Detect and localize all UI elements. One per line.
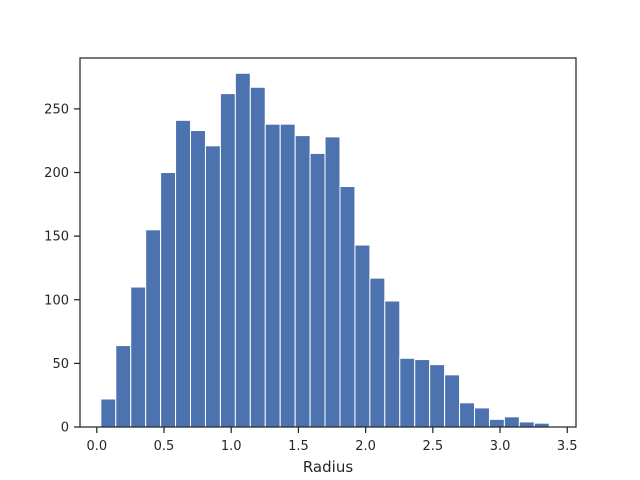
y-tick-label: 150	[44, 230, 69, 245]
histogram-bar	[503, 416, 520, 428]
histogram-bar	[459, 402, 476, 428]
histogram-bars	[100, 72, 550, 428]
histogram-bar	[279, 123, 296, 428]
histogram-bar	[219, 93, 236, 428]
histogram-bar	[488, 418, 505, 428]
histogram-bar	[204, 145, 221, 428]
histogram-bar	[339, 186, 356, 428]
x-tick-label: 0.5	[154, 439, 175, 454]
histogram-bar	[115, 345, 132, 428]
histogram-bar	[384, 300, 401, 428]
histogram-bar	[130, 286, 147, 428]
y-axis-ticks: 0 50 100 150 200 250	[44, 102, 80, 436]
histogram-bar	[399, 357, 416, 428]
histogram-bar	[294, 135, 311, 428]
x-tick-label: 3.5	[557, 439, 578, 454]
histogram-bar	[190, 130, 206, 428]
histogram-bar	[234, 72, 251, 428]
plot-frame	[79, 57, 577, 428]
x-tick-label: 2.5	[423, 439, 444, 454]
x-axis-label: Radius	[303, 458, 353, 476]
histogram-bar	[444, 374, 461, 428]
x-tick-label: 1.0	[221, 439, 242, 454]
histogram-bar	[100, 398, 117, 428]
histogram-bar	[474, 407, 490, 428]
histogram-bar	[264, 123, 281, 428]
y-tick-label: 0	[61, 421, 69, 436]
histogram-bar	[145, 229, 162, 428]
y-tick-label: 200	[44, 166, 69, 181]
y-tick-label: 250	[44, 102, 69, 117]
histogram-bar	[354, 244, 371, 428]
y-tick-label: 100	[44, 293, 69, 308]
x-axis-ticks: 0.0 0.5 1.0 1.5 2.0 2.5 3.0 3.5	[86, 427, 578, 454]
histogram-bar	[429, 364, 446, 428]
x-tick-label: 0.0	[86, 439, 107, 454]
x-tick-label: 3.0	[490, 439, 511, 454]
y-tick-label: 50	[52, 357, 69, 372]
x-tick-label: 2.0	[355, 439, 376, 454]
histogram-bar	[309, 152, 326, 428]
histogram-bar	[369, 277, 386, 428]
x-tick-label: 1.5	[288, 439, 309, 454]
histogram-bar	[324, 136, 341, 428]
histogram-bar	[160, 172, 177, 428]
histogram-bar	[414, 359, 431, 428]
histogram-bar	[518, 421, 535, 428]
histogram-bar	[249, 86, 266, 428]
histogram-bar	[175, 119, 192, 428]
